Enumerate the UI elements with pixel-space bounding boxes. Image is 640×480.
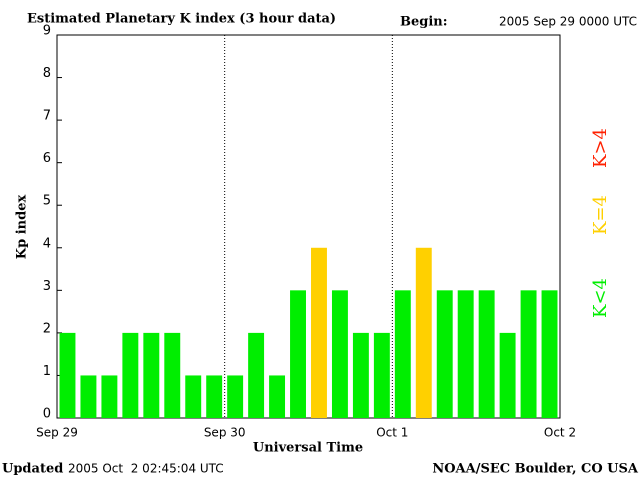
y-tick-label: 9 <box>43 24 51 39</box>
x-tick-label: Oct 2 <box>544 426 576 440</box>
y-tick-label: 1 <box>43 364 51 379</box>
bar <box>185 375 202 418</box>
y-axis-label: Kp index <box>15 195 30 260</box>
y-tick-label: 6 <box>43 151 51 166</box>
y-tick-label: 0 <box>43 407 51 422</box>
legend-label: K>4 <box>590 128 611 168</box>
bar <box>248 332 265 418</box>
bar <box>457 290 474 418</box>
bar <box>520 290 537 418</box>
begin-time: 2005 Sep 29 0000 UTC <box>499 15 637 29</box>
updated-label: Updated <box>2 462 63 477</box>
bar <box>352 332 369 418</box>
x-tick-label: Sep 30 <box>204 426 246 440</box>
bar <box>394 290 411 418</box>
y-tick-label: 5 <box>43 194 51 209</box>
bar <box>80 375 97 418</box>
updated-time: 2005 Oct 2 02:45:04 UTC <box>68 462 224 476</box>
bar <box>311 247 327 418</box>
plot-frame <box>56 34 561 419</box>
x-tick-label: Sep 29 <box>36 426 78 440</box>
y-tick-label: 7 <box>43 109 51 124</box>
chart-title: Estimated Planetary K index (3 hour data… <box>27 12 336 27</box>
bar <box>206 375 223 418</box>
y-tick-label: 3 <box>43 279 51 294</box>
y-tick-label: 8 <box>43 66 51 81</box>
bar <box>331 290 348 418</box>
bar <box>415 247 432 418</box>
bar <box>499 332 516 418</box>
bar <box>227 375 244 418</box>
bar <box>269 375 286 418</box>
bar <box>478 290 495 418</box>
y-tick-label: 2 <box>43 321 51 336</box>
legend-label: K<4 <box>590 278 611 318</box>
bar <box>290 290 306 418</box>
legend-label: K=4 <box>590 195 611 235</box>
bar <box>59 332 76 418</box>
bar <box>143 332 160 418</box>
bar <box>122 332 139 418</box>
x-axis-label: Universal Time <box>253 441 363 456</box>
bar <box>541 290 558 418</box>
source: NOAA/SEC Boulder, CO USA <box>432 462 639 477</box>
begin-label: Begin: <box>400 15 448 30</box>
y-tick-label: 4 <box>43 236 51 251</box>
x-tick-label: Oct 1 <box>376 426 408 440</box>
bar <box>436 290 453 418</box>
bar <box>101 375 118 418</box>
bar <box>164 332 181 418</box>
bar <box>373 332 390 418</box>
